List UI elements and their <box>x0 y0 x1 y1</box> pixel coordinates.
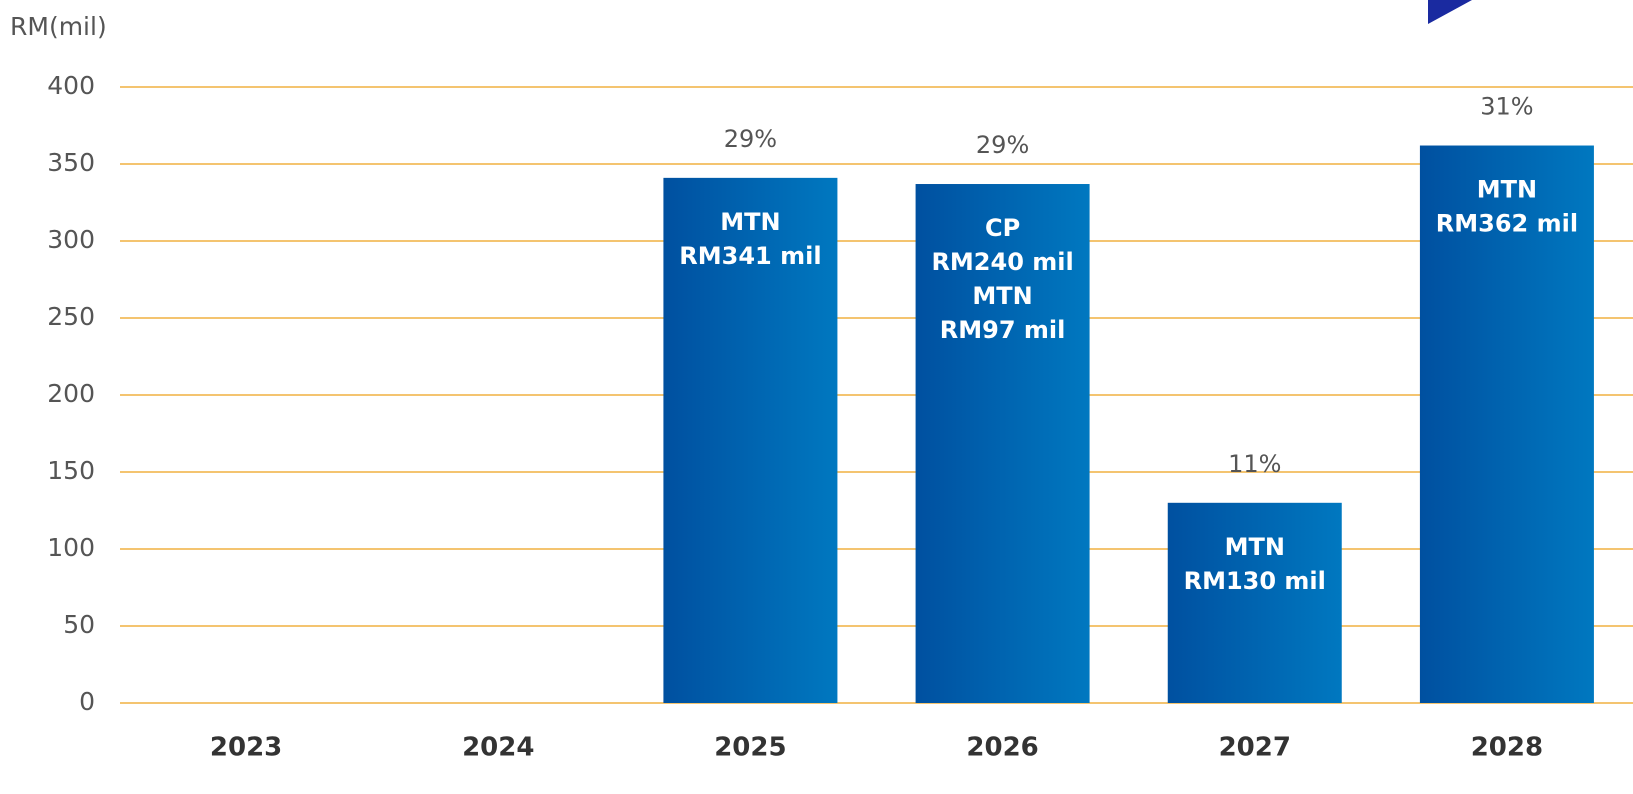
bar-label: MTN <box>720 208 780 236</box>
x-tick-label: 2024 <box>462 733 534 763</box>
x-tick-label: 2027 <box>1219 733 1291 763</box>
x-tick-label: 2025 <box>714 733 786 763</box>
corner-decoration <box>1428 0 1472 24</box>
y-tick-label: 0 <box>79 687 95 716</box>
bar-label: MTN <box>972 282 1032 310</box>
y-axis-label: RM(mil) <box>10 12 107 41</box>
bar-label: CP <box>985 214 1020 242</box>
percent-label: 11% <box>1228 450 1281 478</box>
bar-label: RM240 mil <box>931 248 1073 276</box>
y-tick-label: 400 <box>47 71 95 100</box>
bar-label: RM341 mil <box>679 242 821 270</box>
bar <box>1419 145 1594 703</box>
y-tick-label: 100 <box>47 533 95 562</box>
y-tick-label: 300 <box>47 225 95 254</box>
y-tick-label: 350 <box>47 148 95 177</box>
percent-label: 29% <box>724 125 777 153</box>
percent-label: 29% <box>976 131 1029 159</box>
x-tick-label: 2028 <box>1471 733 1543 763</box>
percent-label: 31% <box>1480 93 1533 121</box>
bar <box>1167 502 1342 703</box>
x-tick-label: 2026 <box>966 733 1038 763</box>
bar-label: MTN <box>1225 533 1285 561</box>
bar <box>663 177 838 704</box>
y-tick-label: 150 <box>47 456 95 485</box>
bar <box>915 184 1090 703</box>
bar-label: RM97 mil <box>940 316 1066 344</box>
x-tick-label: 2023 <box>210 733 282 763</box>
bar-label: RM130 mil <box>1184 567 1326 595</box>
y-tick-label: 200 <box>47 379 95 408</box>
bar-label: MTN <box>1477 176 1537 204</box>
y-tick-label: 250 <box>47 302 95 331</box>
y-tick-label: 50 <box>63 610 95 639</box>
bar-label: RM362 mil <box>1436 210 1578 238</box>
